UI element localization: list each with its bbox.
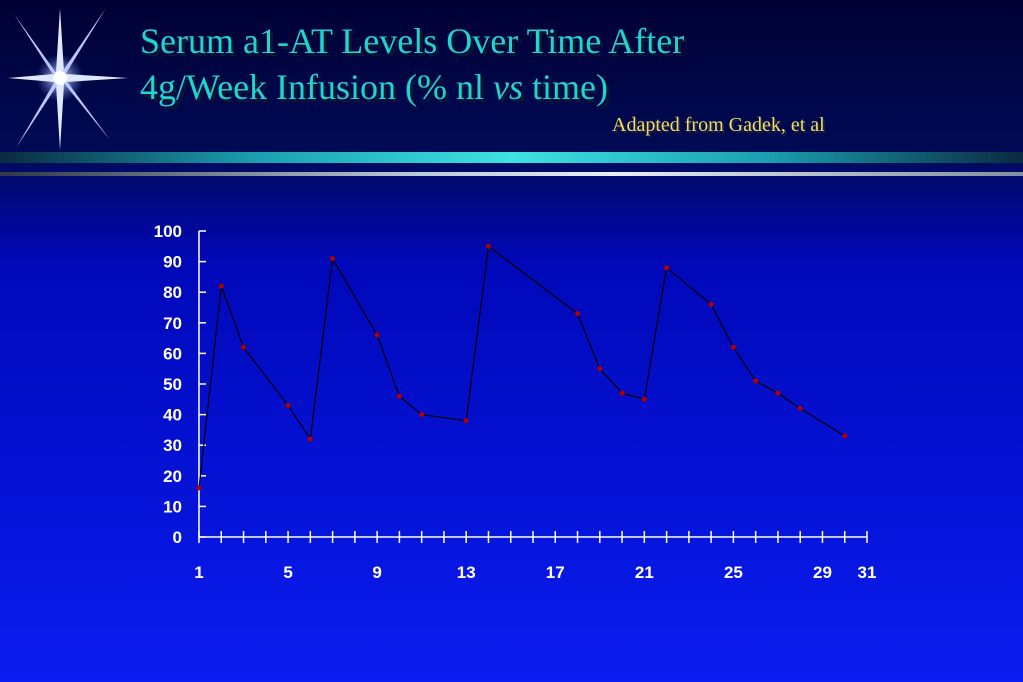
x-tick-label: 29: [813, 563, 832, 582]
data-point: [307, 436, 313, 442]
y-tick-label: 100: [154, 222, 182, 241]
line-chart: 0 10 20 30 40 50 60 70 80 90 100 1 5 9 13 17 21 25 29 31: [154, 222, 877, 582]
data-point: [419, 412, 425, 418]
y-tick-label: 10: [163, 497, 182, 516]
data-point: [575, 311, 581, 317]
data-point: [196, 485, 202, 491]
data-point: [374, 332, 380, 338]
data-point: [396, 393, 402, 399]
data-point: [330, 256, 336, 262]
divider-bar: [0, 152, 1023, 163]
x-tick-label: 25: [724, 563, 743, 582]
divider-rule: [0, 172, 1023, 176]
data-point: [597, 366, 603, 372]
title-line-2-end: time): [523, 67, 609, 107]
data-point: [753, 378, 759, 384]
data-point: [730, 344, 736, 350]
y-tick-label: 30: [163, 436, 182, 455]
y-tick-label: 20: [163, 467, 182, 486]
y-tick-label: 80: [163, 283, 182, 302]
x-tick-label: 5: [283, 563, 292, 582]
y-tick-label: 50: [163, 375, 182, 394]
data-point: [218, 283, 224, 289]
data-point: [641, 396, 647, 402]
x-tick-label: 13: [457, 563, 476, 582]
data-point: [485, 243, 491, 249]
data-point: [708, 301, 714, 307]
x-tick-label: 17: [546, 563, 565, 582]
y-tick-label: 40: [163, 406, 182, 425]
y-tick-label: 60: [163, 344, 182, 363]
data-point: [842, 433, 848, 439]
y-tick-label: 0: [173, 528, 182, 547]
page-title: Serum a1-AT Levels Over Time After 4g/We…: [140, 18, 684, 110]
x-tick-label: 21: [635, 563, 654, 582]
title-line-2-start: 4g/Week Infusion (% nl: [140, 67, 494, 107]
y-tick-label: 90: [163, 253, 182, 272]
x-tick-label: 1: [194, 563, 203, 582]
data-point: [285, 402, 291, 408]
data-point: [463, 418, 469, 424]
title-vs: vs: [493, 67, 524, 107]
data-point: [775, 390, 781, 396]
title-line-1: Serum a1-AT Levels Over Time After: [140, 21, 685, 61]
series-line: [198, 245, 846, 489]
data-point: [664, 265, 670, 271]
title-line-2: 4g/Week Infusion (% nl vs time): [140, 64, 684, 110]
x-tick-label: 31: [858, 563, 877, 582]
starburst-logo-icon: [8, 8, 128, 150]
x-tick-label: 9: [372, 563, 381, 582]
data-point: [619, 390, 625, 396]
y-tick-label: 70: [163, 314, 182, 333]
data-point: [797, 405, 803, 411]
source-note: Adapted from Gadek, et al: [612, 114, 825, 136]
data-point: [241, 344, 247, 350]
